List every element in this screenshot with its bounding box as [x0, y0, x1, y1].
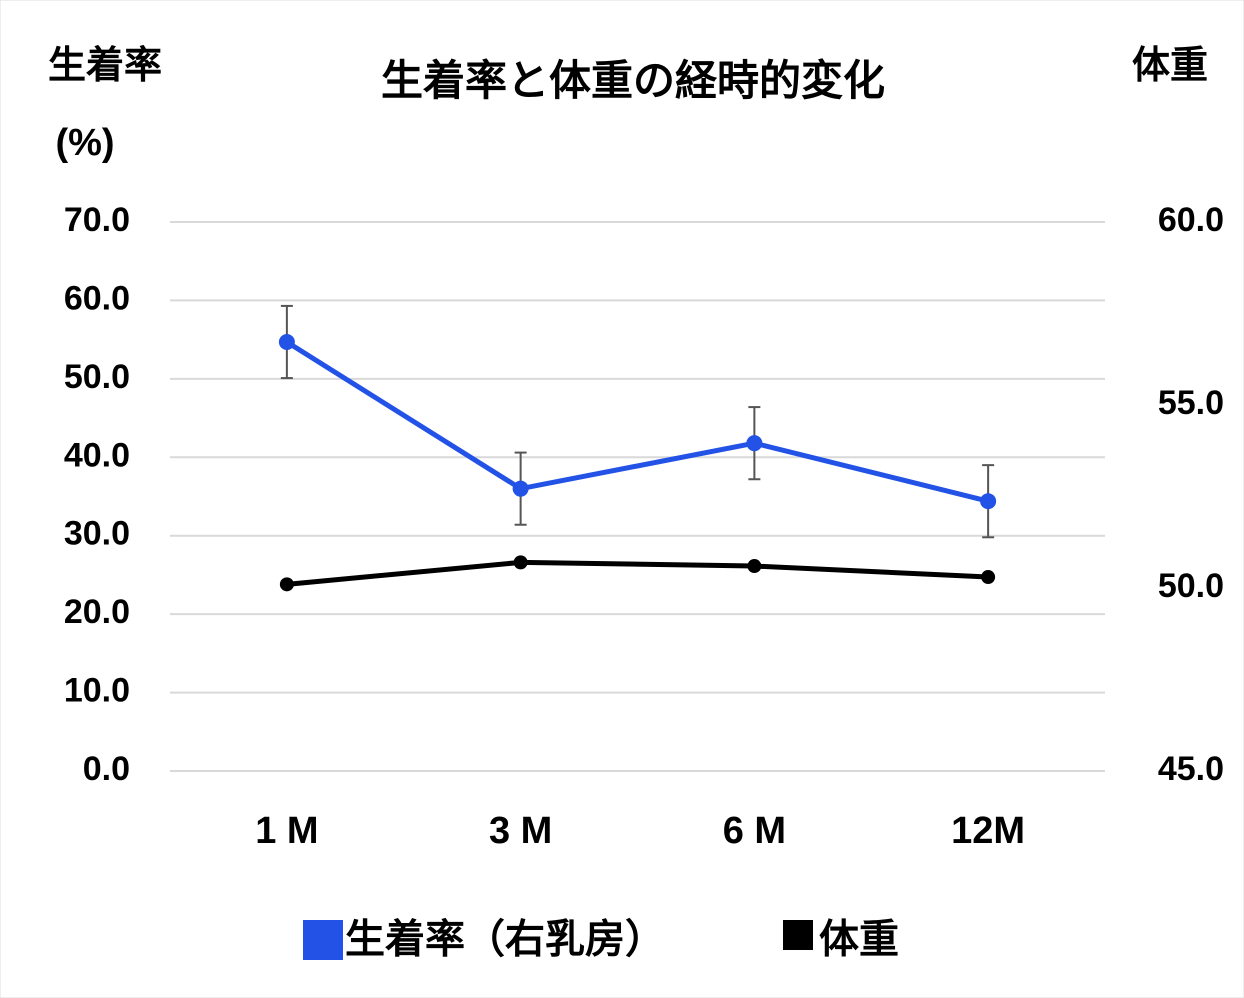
chart-title: 生着率と体重の経時的変化	[381, 57, 885, 104]
y-axis-label: 生着率	[48, 45, 162, 87]
y-tick-label: 70.0	[64, 201, 130, 239]
data-point	[746, 435, 763, 452]
y2-tick-label: 45.0	[1158, 750, 1224, 788]
data-point	[981, 570, 996, 585]
data-point	[980, 493, 997, 510]
data-point	[279, 577, 294, 592]
y2-tick-label: 50.0	[1158, 567, 1224, 605]
legend-swatch	[303, 920, 343, 960]
y-tick-label: 30.0	[64, 515, 130, 553]
y-tick-label: 10.0	[64, 672, 130, 710]
y-tick-label: 20.0	[64, 593, 130, 631]
legend-swatch	[783, 920, 813, 950]
y-tick-label: 50.0	[64, 358, 130, 396]
x-tick-label: 3 M	[489, 810, 552, 852]
y-tick-label: 0.0	[83, 750, 130, 788]
x-tick-label: 1 M	[255, 810, 318, 852]
y2-tick-label: 60.0	[1158, 201, 1224, 239]
y-tick-label: 60.0	[64, 279, 130, 317]
data-point	[512, 480, 529, 497]
y2-tick-label: 55.0	[1158, 384, 1224, 422]
legend-label: 体重	[819, 918, 899, 962]
data-point	[278, 333, 295, 350]
y-tick-label: 40.0	[64, 436, 130, 474]
y2-axis-label: 体重	[1132, 45, 1208, 87]
series-line	[285, 339, 989, 504]
y-axis-unit: (%)	[55, 122, 114, 164]
x-tick-label: 6 M	[723, 810, 786, 852]
legend-label: 生着率（右乳房）	[345, 918, 665, 962]
data-point	[513, 555, 528, 570]
x-tick-label: 12M	[951, 810, 1025, 852]
series-line	[286, 559, 989, 587]
data-point	[747, 559, 762, 574]
